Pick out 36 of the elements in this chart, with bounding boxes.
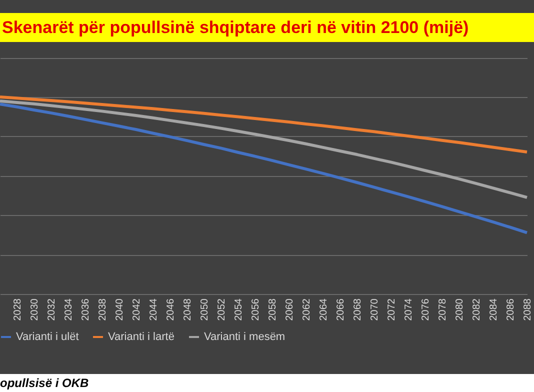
legend-label: Varianti i lartë <box>108 331 174 343</box>
x-tick-label: 2050 <box>200 298 210 321</box>
x-tick-label: 2040 <box>114 298 126 321</box>
x-tick-label: 2072 <box>386 298 398 321</box>
x-tick-label: 2038 <box>98 298 108 321</box>
x-tick-label: 2044 <box>148 298 160 321</box>
x-tick-label: 2074 <box>404 298 414 321</box>
x-tick-label: 2056 <box>250 298 262 321</box>
x-tick-label: 2066 <box>336 298 346 321</box>
x-tick-label: 2062 <box>302 298 312 321</box>
x-tick-label: 2080 <box>454 298 466 321</box>
x-tick-label: 2054 <box>234 298 244 321</box>
x-tick-label: 2028 <box>12 298 24 321</box>
x-tick-label: 2042 <box>132 298 142 321</box>
x-tick-label: 2058 <box>268 298 278 321</box>
x-tick-label: 2030 <box>30 298 40 321</box>
x-tick-label: 2032 <box>46 298 58 321</box>
x-tick-label: 2086 <box>506 298 516 321</box>
x-tick-label: 2052 <box>216 298 228 321</box>
text: opullsisë i OKB <box>0 376 90 390</box>
x-tick-label: 2070 <box>370 298 380 321</box>
x-tick-label: 2078 <box>438 298 448 321</box>
x-tick-label: 2082 <box>472 298 482 321</box>
chart-title: Skenarët për popullsinë shqiptare deri në vitin 2100 (mijë) <box>2 18 469 37</box>
x-tick-label: 2084 <box>488 298 500 321</box>
x-tick-label: 2088 <box>522 298 534 321</box>
x-tick-label: 2076 <box>420 298 432 321</box>
x-tick-label: 2034 <box>64 298 74 321</box>
x-tick-label: 2068 <box>352 298 364 321</box>
legend-label: Varianti i mesëm <box>204 331 286 343</box>
x-tick-label: 2036 <box>80 298 92 321</box>
x-tick-label: 2064 <box>318 298 330 321</box>
x-tick-label: 2046 <box>166 298 176 321</box>
x-tick-label: 2060 <box>284 298 296 321</box>
x-tick-label: 2048 <box>182 298 194 321</box>
legend-label: Varianti i ulët <box>16 331 79 343</box>
